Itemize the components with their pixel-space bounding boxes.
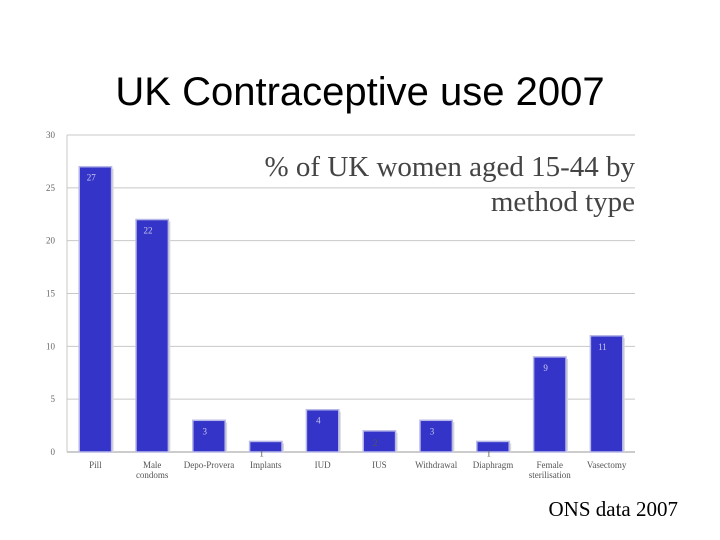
data-label: 4 [316, 416, 321, 426]
data-label: 22 [144, 226, 153, 236]
data-label: 11 [598, 342, 607, 352]
y-tick-label: 0 [51, 447, 56, 457]
bar [362, 430, 397, 453]
bar [419, 419, 454, 453]
y-tick-label: 20 [46, 236, 56, 246]
data-label: 1 [487, 448, 492, 458]
y-tick-label: 15 [46, 289, 56, 299]
y-tick-label: 10 [46, 341, 56, 351]
x-tick-label: Female [537, 460, 564, 470]
x-tick-label: IUS [372, 460, 387, 470]
x-tick-label: Vasectomy [587, 460, 627, 470]
bar [78, 165, 113, 453]
bar [476, 440, 510, 453]
bar [248, 440, 283, 453]
y-tick-label: 30 [46, 130, 56, 140]
data-label: 27 [87, 173, 97, 183]
bar [192, 419, 226, 453]
chart-title-line-1: % of UK women aged 15-44 by [265, 151, 636, 183]
bar [532, 356, 567, 453]
x-tick-label: sterilisation [529, 470, 571, 480]
data-label: 2 [373, 438, 378, 448]
x-tick-label: Depo-Provera [184, 460, 234, 470]
bar [305, 408, 340, 453]
data-label: 9 [543, 363, 548, 373]
data-label: 1 [259, 448, 264, 458]
y-tick-label: 5 [51, 394, 56, 404]
slide-title: UK Contraceptive use 2007 [115, 70, 605, 114]
chart-title-line-2: method type [491, 186, 635, 218]
data-label: 3 [430, 426, 435, 436]
bar [135, 218, 170, 453]
bar [589, 335, 624, 453]
x-tick-label: Pill [89, 460, 102, 470]
data-label: 3 [203, 426, 208, 436]
x-tick-label: Withdrawal [415, 460, 458, 470]
x-tick-label: Implants [250, 460, 282, 470]
source-note: ONS data 2007 [548, 497, 679, 521]
x-tick-label: IUD [315, 460, 331, 470]
x-tick-label: Diaphragm [473, 460, 514, 470]
x-tick-label: condoms [136, 470, 169, 480]
bars [78, 165, 625, 453]
y-tick-label: 25 [46, 183, 56, 193]
x-tick-label: Male [143, 460, 162, 470]
